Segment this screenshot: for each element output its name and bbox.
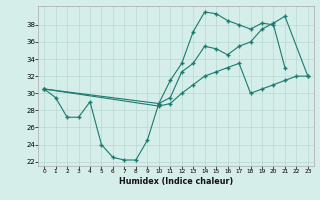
X-axis label: Humidex (Indice chaleur): Humidex (Indice chaleur) <box>119 177 233 186</box>
